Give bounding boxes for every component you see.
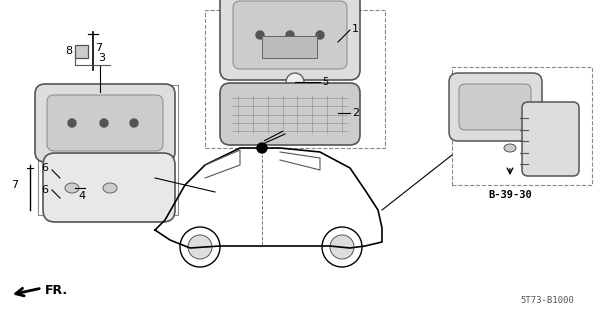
Bar	[452, 67, 592, 185]
FancyBboxPatch shape	[220, 83, 360, 145]
FancyBboxPatch shape	[449, 73, 542, 141]
FancyBboxPatch shape	[459, 84, 531, 130]
Text: 6: 6	[41, 163, 48, 173]
Circle shape	[256, 31, 264, 39]
Ellipse shape	[65, 183, 79, 193]
Text: 3: 3	[98, 53, 106, 63]
Ellipse shape	[103, 183, 117, 193]
Ellipse shape	[504, 144, 516, 152]
Circle shape	[316, 31, 324, 39]
Circle shape	[286, 73, 304, 91]
Circle shape	[100, 119, 108, 127]
Bar	[205, 10, 385, 148]
Circle shape	[68, 119, 76, 127]
Text: 4: 4	[79, 191, 85, 201]
FancyBboxPatch shape	[43, 153, 175, 222]
Circle shape	[257, 143, 267, 153]
FancyBboxPatch shape	[35, 84, 175, 162]
FancyBboxPatch shape	[233, 1, 347, 69]
Text: 7: 7	[95, 43, 102, 53]
Bar	[75, 45, 88, 58]
Circle shape	[180, 227, 220, 267]
Text: 5T73-B1000: 5T73-B1000	[520, 296, 573, 305]
Circle shape	[286, 31, 294, 39]
FancyBboxPatch shape	[47, 95, 163, 151]
Text: 1: 1	[352, 24, 359, 34]
Bar	[38, 85, 178, 215]
Text: 8: 8	[65, 46, 72, 56]
Circle shape	[322, 227, 362, 267]
Circle shape	[330, 235, 354, 259]
Text: 7: 7	[11, 180, 18, 190]
Text: 6: 6	[41, 185, 48, 195]
FancyBboxPatch shape	[522, 102, 579, 176]
Circle shape	[130, 119, 138, 127]
FancyBboxPatch shape	[220, 0, 360, 80]
Text: 2: 2	[352, 108, 359, 118]
Text: 5: 5	[322, 77, 328, 87]
Circle shape	[188, 235, 212, 259]
Text: B-39-30: B-39-30	[488, 190, 532, 200]
Text: FR.: FR.	[45, 284, 68, 298]
Bar	[262, 36, 317, 58]
